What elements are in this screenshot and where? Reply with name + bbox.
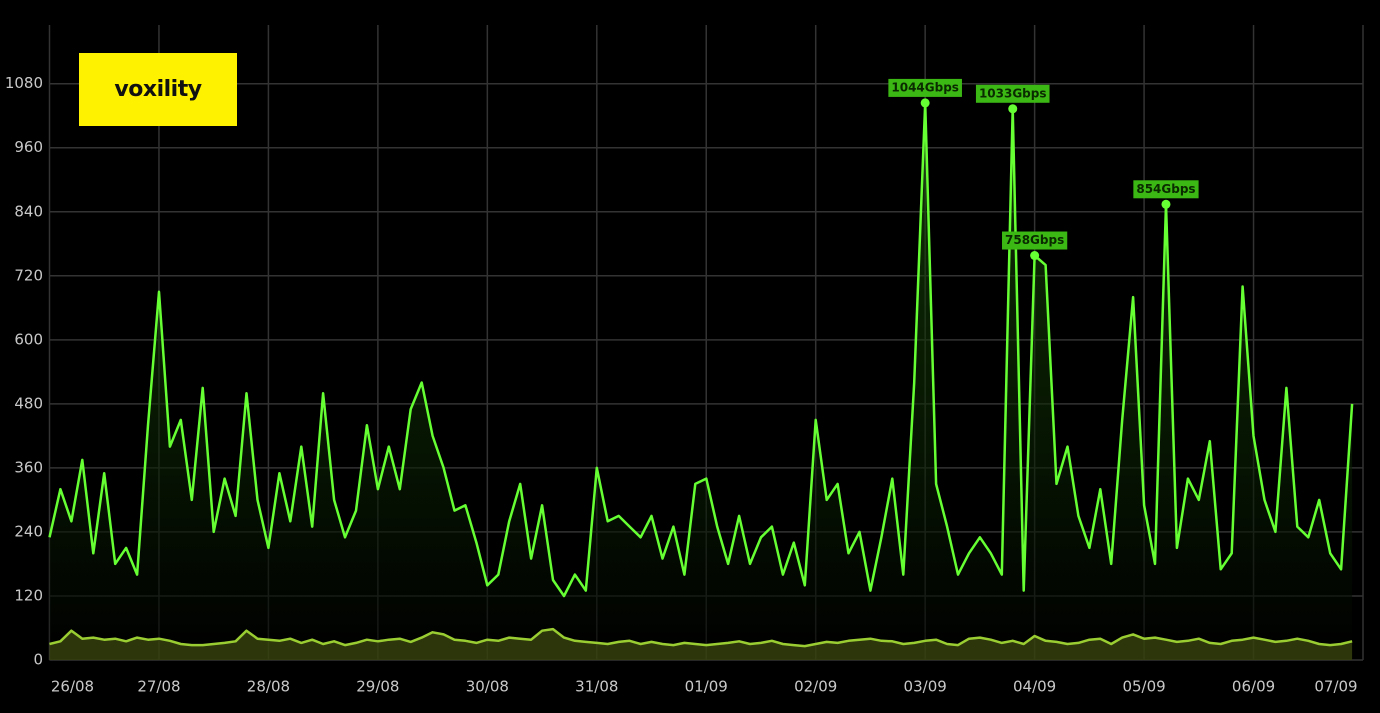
peak-label: 758Gbps	[1005, 233, 1064, 247]
x-tick-label: 31/08	[575, 678, 618, 696]
x-tick-label: 30/08	[466, 678, 509, 696]
peak-label-box	[1133, 180, 1199, 199]
x-tick-label: 01/09	[685, 678, 728, 696]
x-tick-label: 04/09	[1013, 678, 1056, 696]
peak-marker	[1161, 199, 1171, 209]
logo-box	[79, 53, 237, 126]
y-tick-label: 480	[14, 394, 43, 412]
y-tick-label: 840	[14, 202, 43, 220]
x-tick-label: 29/08	[356, 678, 399, 696]
peak-label-box	[975, 84, 1050, 103]
x-tick-label: 28/08	[247, 678, 290, 696]
y-tick-label: 960	[14, 138, 43, 156]
x-tick-label: 03/09	[904, 678, 947, 696]
peak-marker	[1008, 104, 1018, 114]
y-tick-label: 600	[14, 330, 43, 348]
line	[49, 627, 1353, 648]
peak-label-box	[888, 78, 962, 97]
x-tick-label: 07/09	[1314, 678, 1357, 696]
x-tick-label: 26/08	[51, 678, 94, 696]
logo: voxility	[114, 77, 201, 102]
y-tick-label: 240	[14, 522, 43, 540]
x-tick-label: 05/09	[1122, 678, 1165, 696]
y-tick-label: 720	[14, 266, 43, 284]
y-tick-label: 360	[14, 458, 43, 476]
peak-marker	[1030, 251, 1040, 261]
y-tick-label: 1080	[5, 74, 43, 92]
peak-label-box	[1002, 231, 1068, 250]
x-tick-label: 06/09	[1232, 678, 1275, 696]
x-tick-label: 02/09	[794, 678, 837, 696]
y-tick-label: 0	[33, 651, 43, 669]
peak-label: 1033Gbps	[979, 86, 1047, 100]
x-tick-label: 27/08	[137, 678, 180, 696]
peak-label: 1044Gbps	[891, 80, 959, 94]
y-tick-label: 120	[14, 586, 43, 604]
peak-label: 854Gbps	[1136, 182, 1195, 196]
peak-marker	[920, 98, 930, 108]
line	[48, 101, 1354, 598]
